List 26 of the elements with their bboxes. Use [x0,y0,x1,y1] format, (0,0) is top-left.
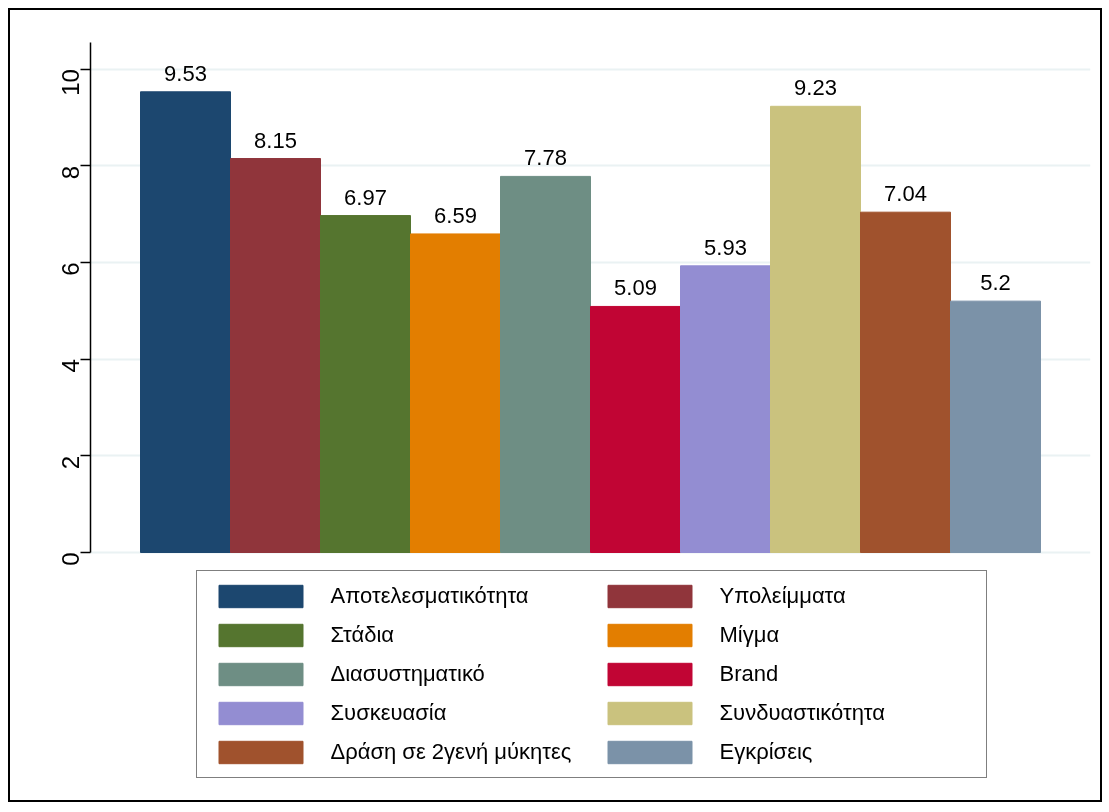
legend-label: Διασυστηματικό [330,661,486,687]
legend-label: Συνδυαστικότητα [719,700,886,726]
data-label: 9.23 [794,75,837,101]
y-tick-label: 10 [57,69,84,96]
legend-label: Δράση σε 2γενή μύκητες [330,739,573,765]
data-label: 5.93 [704,234,747,260]
data-label: 5.09 [614,275,657,301]
legend-label: Μίγμα [719,622,781,648]
y-tick-label: 0 [57,552,84,566]
legend-label: Αποτελεσματικότητα [330,583,530,609]
data-label: 7.04 [884,181,927,207]
legend-label: Brand [719,661,780,687]
data-label: 5.2 [980,270,1011,296]
data-label: 6.59 [434,202,477,228]
legend-label: Στάδια [330,622,395,648]
data-label: 9.53 [164,60,207,86]
data-label: 6.97 [344,184,387,210]
data-label: 7.78 [524,145,567,171]
y-tick-label: 8 [57,165,84,180]
legend-label: Εγκρίσεις [719,739,814,765]
legend-label: Συσκευασία [330,700,448,726]
y-tick-label: 2 [57,455,84,470]
y-tick-label: 4 [57,359,84,373]
y-tick-label: 6 [57,262,84,276]
data-label: 8.15 [254,127,297,153]
legend-label: Υπολείμματα [719,583,847,609]
